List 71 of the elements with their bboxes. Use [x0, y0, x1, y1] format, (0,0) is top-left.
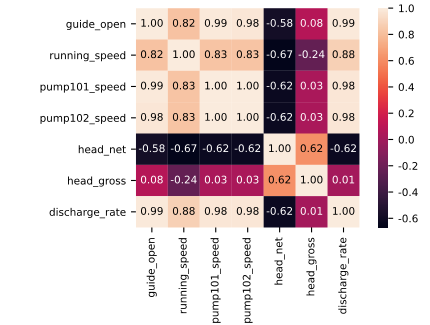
- y-tick-label: pump101_speed: [40, 82, 126, 93]
- data-label: 0.01: [300, 206, 322, 215]
- y-tick-label: running_speed: [50, 51, 126, 62]
- data-label: 0.88: [332, 50, 354, 58]
- data-label: 1.00: [269, 144, 291, 152]
- color-bar-label: 0.4: [398, 83, 414, 92]
- data-label: 0.83: [236, 50, 258, 58]
- data-label: 0.83: [204, 50, 226, 58]
- y-tick-label: discharge_rate: [50, 208, 126, 218]
- data-label: 0.08: [300, 18, 322, 27]
- x-tick-label: pump101_speed: [210, 238, 221, 323]
- data-label: 1.00: [301, 176, 322, 184]
- color-bar-label: 0.0: [398, 136, 414, 144]
- y-tick-label: pump102_speed: [40, 114, 126, 124]
- data-label: 1.00: [141, 18, 163, 27]
- data-label: 1.00: [205, 112, 227, 121]
- color-bar-label: 0.2: [398, 109, 414, 118]
- x-tick-label: head_net: [274, 237, 285, 285]
- data-label: 0.99: [204, 18, 227, 27]
- data-label: 0.83: [172, 82, 195, 90]
- data-label: 1.00: [205, 82, 227, 90]
- data-label: 1.00: [237, 82, 259, 90]
- color-bar-label: 0.8: [398, 30, 414, 39]
- data-label: 0.99: [332, 18, 354, 27]
- data-label: 0.03: [236, 176, 258, 184]
- data-label: 0.98: [236, 206, 259, 215]
- x-tick-label: discharge_rate: [338, 238, 349, 314]
- data-label: 0.08: [140, 176, 163, 184]
- data-label: 0.62: [268, 176, 290, 184]
- data-label: 0.03: [300, 82, 322, 90]
- data-label: -0.62: [330, 144, 356, 152]
- y-tick-label: guide_open: [66, 20, 126, 30]
- data-label: -0.62: [266, 112, 292, 121]
- y-tick-label: head_net: [78, 145, 126, 156]
- data-label: 0.82: [140, 50, 162, 58]
- data-label: 0.99: [140, 206, 163, 215]
- data-label: 0.98: [204, 206, 227, 215]
- data-label: 0.82: [172, 18, 194, 27]
- y-tick-label: head_gross: [68, 176, 126, 187]
- color-bar-label: 0.6: [398, 56, 414, 65]
- data-label: 0.83: [172, 112, 195, 121]
- data-label: -0.62: [266, 206, 292, 215]
- data-label: -0.24: [298, 50, 324, 58]
- data-label: 1.00: [333, 206, 354, 215]
- data-label: 0.98: [332, 112, 354, 121]
- data-label: -0.58: [138, 144, 165, 152]
- data-label: -0.67: [170, 144, 196, 152]
- data-label: -0.62: [266, 82, 292, 90]
- color-bar-label: -0.2: [398, 162, 418, 170]
- data-label: 0.62: [300, 144, 322, 152]
- color-bar-label: -0.4: [398, 188, 418, 196]
- data-label: 0.99: [140, 82, 163, 90]
- data-label: 0.03: [300, 112, 322, 121]
- color-bar-label: 1.0: [399, 4, 414, 12]
- data-label: -0.62: [202, 144, 228, 152]
- x-tick-label: running_speed: [178, 238, 189, 314]
- x-tick-label: head_gross: [306, 238, 317, 296]
- x-tick-label: pump102_speed: [242, 238, 253, 323]
- data-label: -0.58: [266, 18, 292, 27]
- data-label: 0.88: [172, 206, 195, 215]
- data-label: 0.03: [204, 176, 226, 184]
- data-label: -0.62: [234, 144, 260, 152]
- data-label: 0.98: [332, 82, 354, 90]
- data-label: 1.00: [173, 50, 195, 58]
- data-label: 0.98: [140, 112, 163, 121]
- data-label: -0.67: [266, 50, 292, 58]
- data-label: 0.98: [236, 18, 259, 27]
- data-label: -0.24: [170, 176, 197, 184]
- data-label: 0.01: [332, 176, 354, 184]
- data-label: 1.00: [237, 112, 259, 121]
- color-bar-label: -0.6: [398, 214, 418, 222]
